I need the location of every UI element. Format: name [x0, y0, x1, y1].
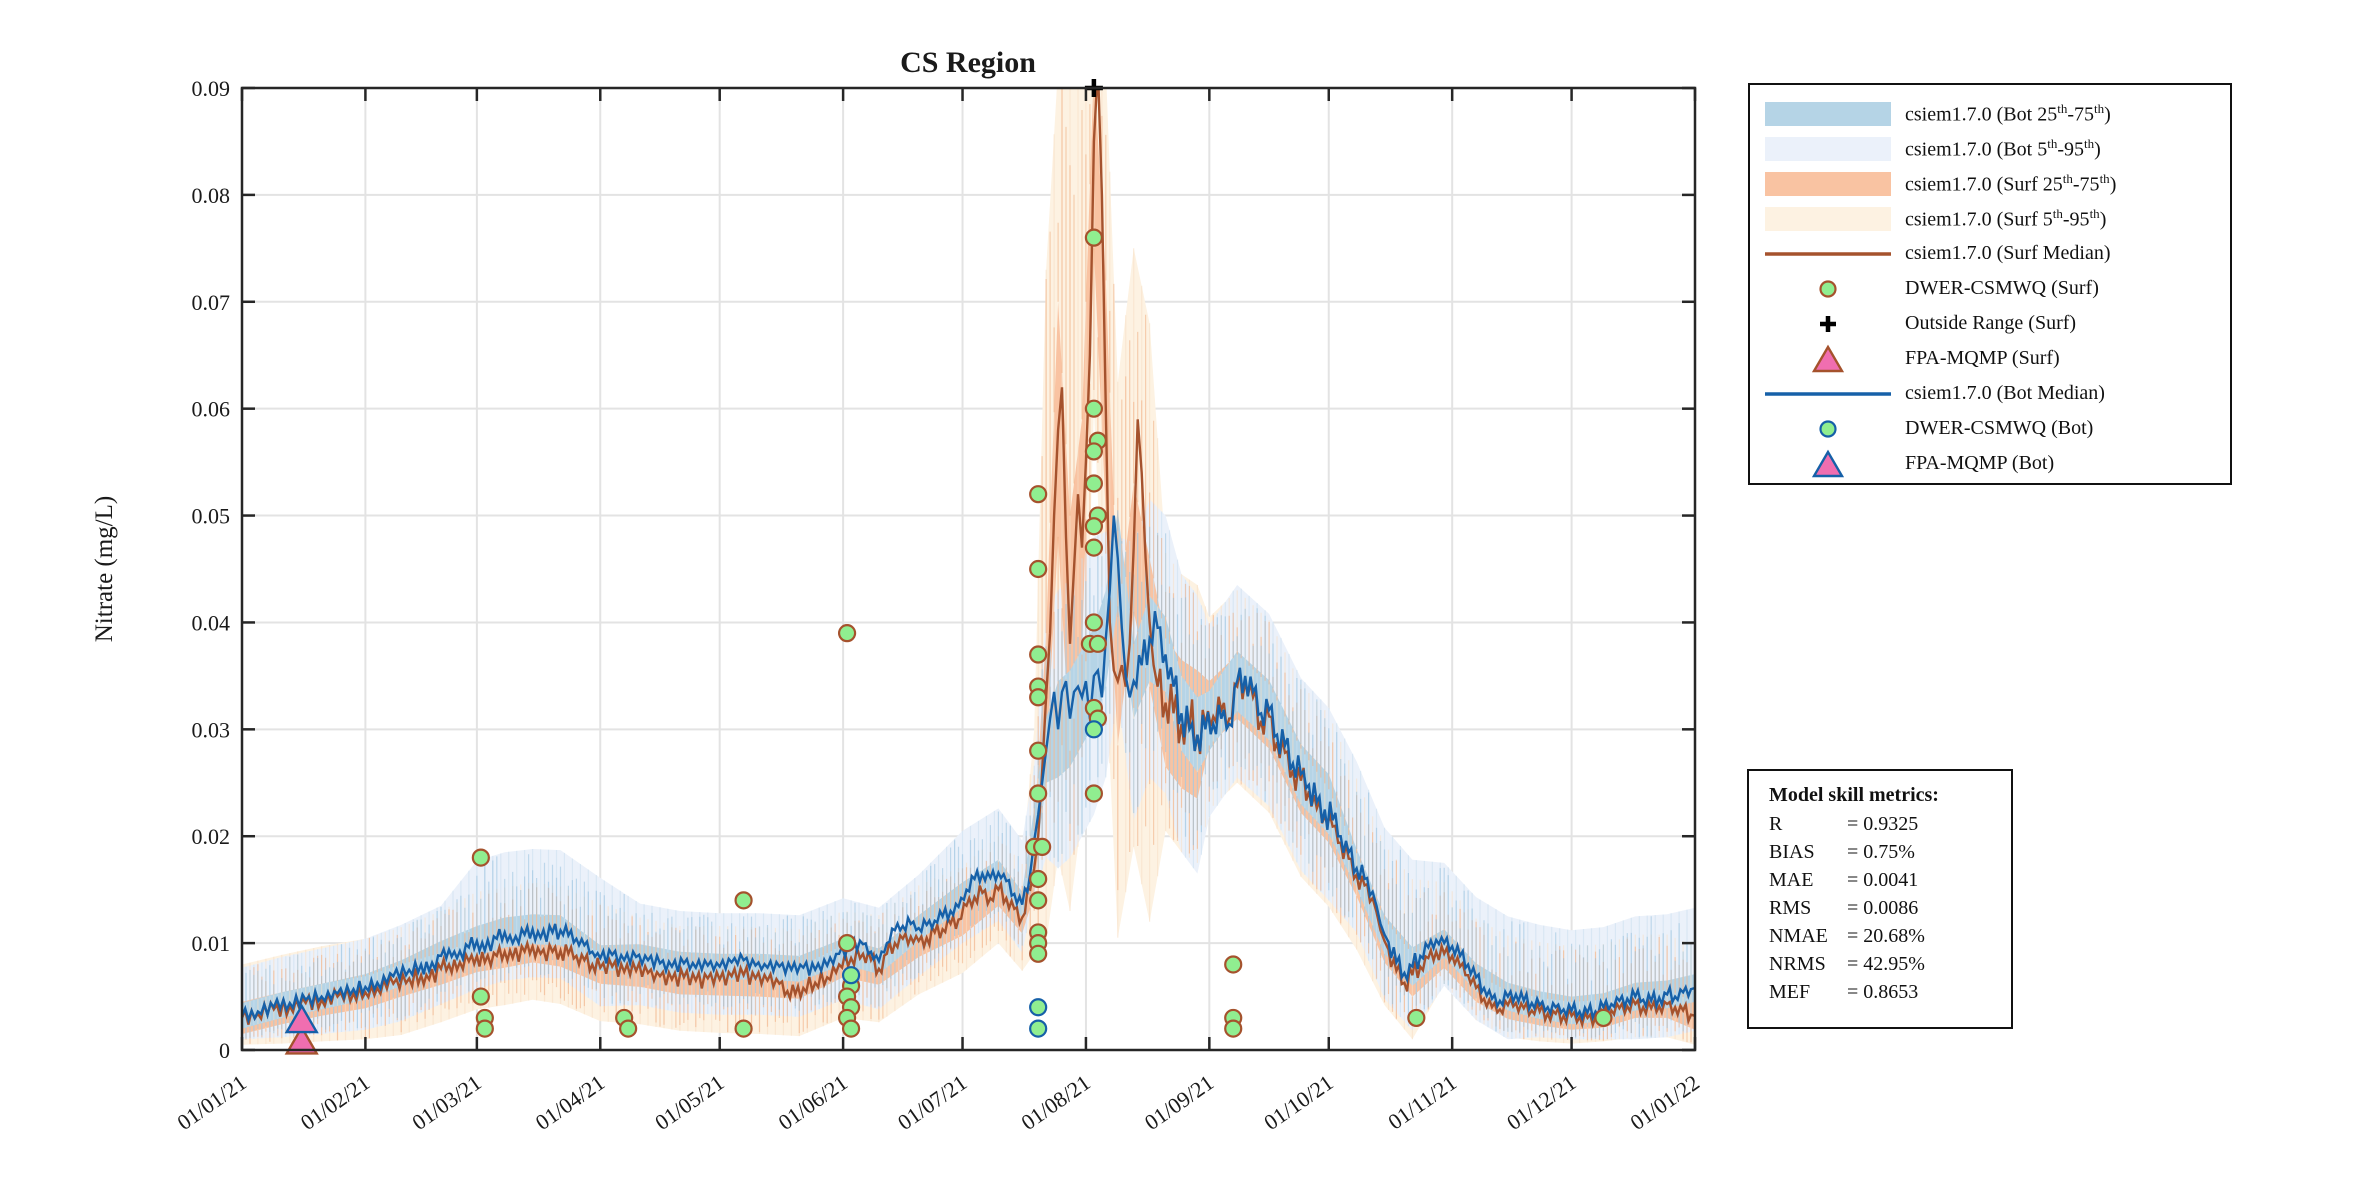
- y-tick-label: 0.02: [192, 824, 231, 849]
- obs-circles-bot: [841, 720, 1103, 1038]
- metric-value: = 0.9325: [1847, 813, 1919, 835]
- metric-label: BIAS: [1769, 841, 1815, 863]
- legend-label: FPA-MQMP (Bot): [1905, 452, 2055, 474]
- y-tick-label: 0.01: [192, 931, 231, 956]
- x-tick-label: 01/11/21: [1383, 1070, 1461, 1135]
- legend-label: csiem1.7.0 (Surf Median): [1905, 242, 2111, 264]
- x-tick-label: 01/05/21: [650, 1070, 728, 1135]
- legend-label: DWER-CSMWQ (Surf): [1905, 277, 2099, 299]
- x-tick-label: 01/12/21: [1502, 1070, 1580, 1135]
- legend-label: FPA-MQMP (Surf): [1905, 347, 2060, 369]
- legend-triangle-marker: [1750, 344, 1905, 374]
- metric-value: = 0.75%: [1847, 841, 1915, 863]
- model-skill-metrics-box: Model skill metrics: R = 0.9325 BIAS = 0.75…: [1747, 769, 2013, 1029]
- x-tick-label: 01/09/21: [1140, 1070, 1218, 1135]
- legend-item: csiem1.7.0 (Surf 5th-95th): [1750, 201, 2230, 236]
- metric-value: = 20.68%: [1847, 925, 1925, 947]
- metric-row-nmae: NMAE = 20.68%: [1769, 922, 2011, 950]
- legend-band-marker: [1750, 204, 1905, 234]
- legend-item: Outside Range (Surf): [1750, 306, 2230, 341]
- legend-band-marker: [1750, 134, 1905, 164]
- legend: csiem1.7.0 (Bot 25th-75th) csiem1.7.0 (Bo…: [1748, 83, 2232, 485]
- obs-triangles-bot: [284, 1003, 319, 1034]
- metrics-rows: R = 0.9325 BIAS = 0.75% MAE = 0.0041 RMS = 0.00…: [1769, 810, 2011, 1006]
- legend-item: csiem1.7.0 (Surf Median): [1750, 236, 2230, 271]
- x-tick-label: 01/01/21: [172, 1070, 250, 1135]
- legend-item: DWER-CSMWQ (Bot): [1750, 411, 2230, 446]
- x-tick-label: 01/03/21: [407, 1070, 485, 1135]
- metric-value: = 0.8653: [1847, 981, 1919, 1003]
- metric-label: NMAE: [1769, 925, 1828, 947]
- metric-value: = 42.95%: [1847, 953, 1925, 975]
- legend-item: csiem1.7.0 (Bot 25th-75th): [1750, 96, 2230, 131]
- y-tick-label: 0.09: [192, 76, 231, 101]
- chart-title: CS Region: [900, 46, 1036, 79]
- legend-label: csiem1.7.0 (Surf 5th-95th): [1905, 205, 2107, 231]
- legend-band-marker: [1750, 169, 1905, 199]
- metric-label: RMS: [1769, 897, 1812, 919]
- axes-box-and-ticks: [240, 86, 1697, 1052]
- legend-plus-marker: [1750, 309, 1905, 339]
- metric-row-r: R = 0.9325: [1769, 810, 2011, 838]
- metric-row-nrms: NRMS = 42.95%: [1769, 950, 2011, 978]
- legend-label: csiem1.7.0 (Bot 5th-95th): [1905, 135, 2101, 161]
- legend-triangle-marker: [1750, 449, 1905, 479]
- metric-row-rms: RMS = 0.0086: [1769, 894, 2011, 922]
- band-bot_band_595: [242, 499, 1695, 1040]
- legend-band-marker: [1750, 99, 1905, 129]
- metric-value: = 0.0041: [1847, 869, 1919, 891]
- metric-row-mae: MAE = 0.0041: [1769, 866, 2011, 894]
- x-tick-label: 01/08/21: [1016, 1070, 1094, 1135]
- x-tick-label: 01/06/21: [774, 1070, 852, 1135]
- obs-triangles-surf: [284, 1025, 319, 1055]
- observation-markers: [284, 79, 1613, 1055]
- legend-circle-marker: [1750, 414, 1905, 444]
- legend-label: DWER-CSMWQ (Bot): [1905, 417, 2094, 439]
- y-tick-label: 0.06: [192, 397, 231, 422]
- x-tick-label: 01/07/21: [893, 1070, 971, 1135]
- y-tick-label: 0.04: [192, 610, 231, 635]
- metrics-title: Model skill metrics:: [1769, 784, 1939, 806]
- bot-median-line: [242, 515, 1695, 1025]
- metric-label: MEF: [1769, 981, 1811, 1003]
- metric-label: MAE: [1769, 869, 1814, 891]
- band-bot_band_2575: [242, 510, 1695, 1029]
- legend-item: DWER-CSMWQ (Surf): [1750, 271, 2230, 306]
- metric-value: = 0.0086: [1847, 897, 1919, 919]
- y-tick-label: 0.08: [192, 183, 231, 208]
- legend-label: csiem1.7.0 (Surf 25th-75th): [1905, 170, 2117, 196]
- metric-label: R: [1769, 813, 1783, 835]
- x-tick-label: 01/01/22: [1625, 1070, 1703, 1135]
- legend-line-marker: [1750, 379, 1905, 409]
- legend-item: csiem1.7.0 (Surf 25th-75th): [1750, 166, 2230, 201]
- x-tick-label: 01/04/21: [531, 1070, 609, 1135]
- legend-item: FPA-MQMP (Surf): [1750, 341, 2230, 376]
- y-tick-label: 0: [219, 1038, 230, 1063]
- legend-items: csiem1.7.0 (Bot 25th-75th) csiem1.7.0 (Bo…: [1750, 96, 2230, 481]
- metric-row-mef: MEF = 0.8653: [1769, 978, 2011, 1006]
- median-lines: [242, 88, 1695, 1030]
- legend-label: csiem1.7.0 (Bot 25th-75th): [1905, 100, 2111, 126]
- y-axis-label: Nitrate (mg/L): [91, 496, 118, 642]
- surf-median-line: [242, 88, 1695, 1030]
- x-tick-label: 01/02/21: [296, 1070, 374, 1135]
- y-tick-label: 0.07: [192, 290, 231, 315]
- legend-line-marker: [1750, 239, 1905, 269]
- x-tick-label: 01/10/21: [1259, 1070, 1337, 1135]
- legend-label: Outside Range (Surf): [1905, 312, 2077, 334]
- metric-row-bias: BIAS = 0.75%: [1769, 838, 2011, 866]
- y-tick-label: 0.03: [192, 717, 231, 742]
- y-tick-label: 0.05: [192, 504, 231, 529]
- obs-circles-surf: [471, 228, 1613, 1038]
- legend-item: csiem1.7.0 (Bot 5th-95th): [1750, 131, 2230, 166]
- legend-label: csiem1.7.0 (Bot Median): [1905, 382, 2105, 404]
- metric-label: NRMS: [1769, 953, 1826, 975]
- legend-item: csiem1.7.0 (Bot Median): [1750, 376, 2230, 411]
- legend-item: FPA-MQMP (Bot): [1750, 446, 2230, 481]
- legend-circle-marker: [1750, 274, 1905, 304]
